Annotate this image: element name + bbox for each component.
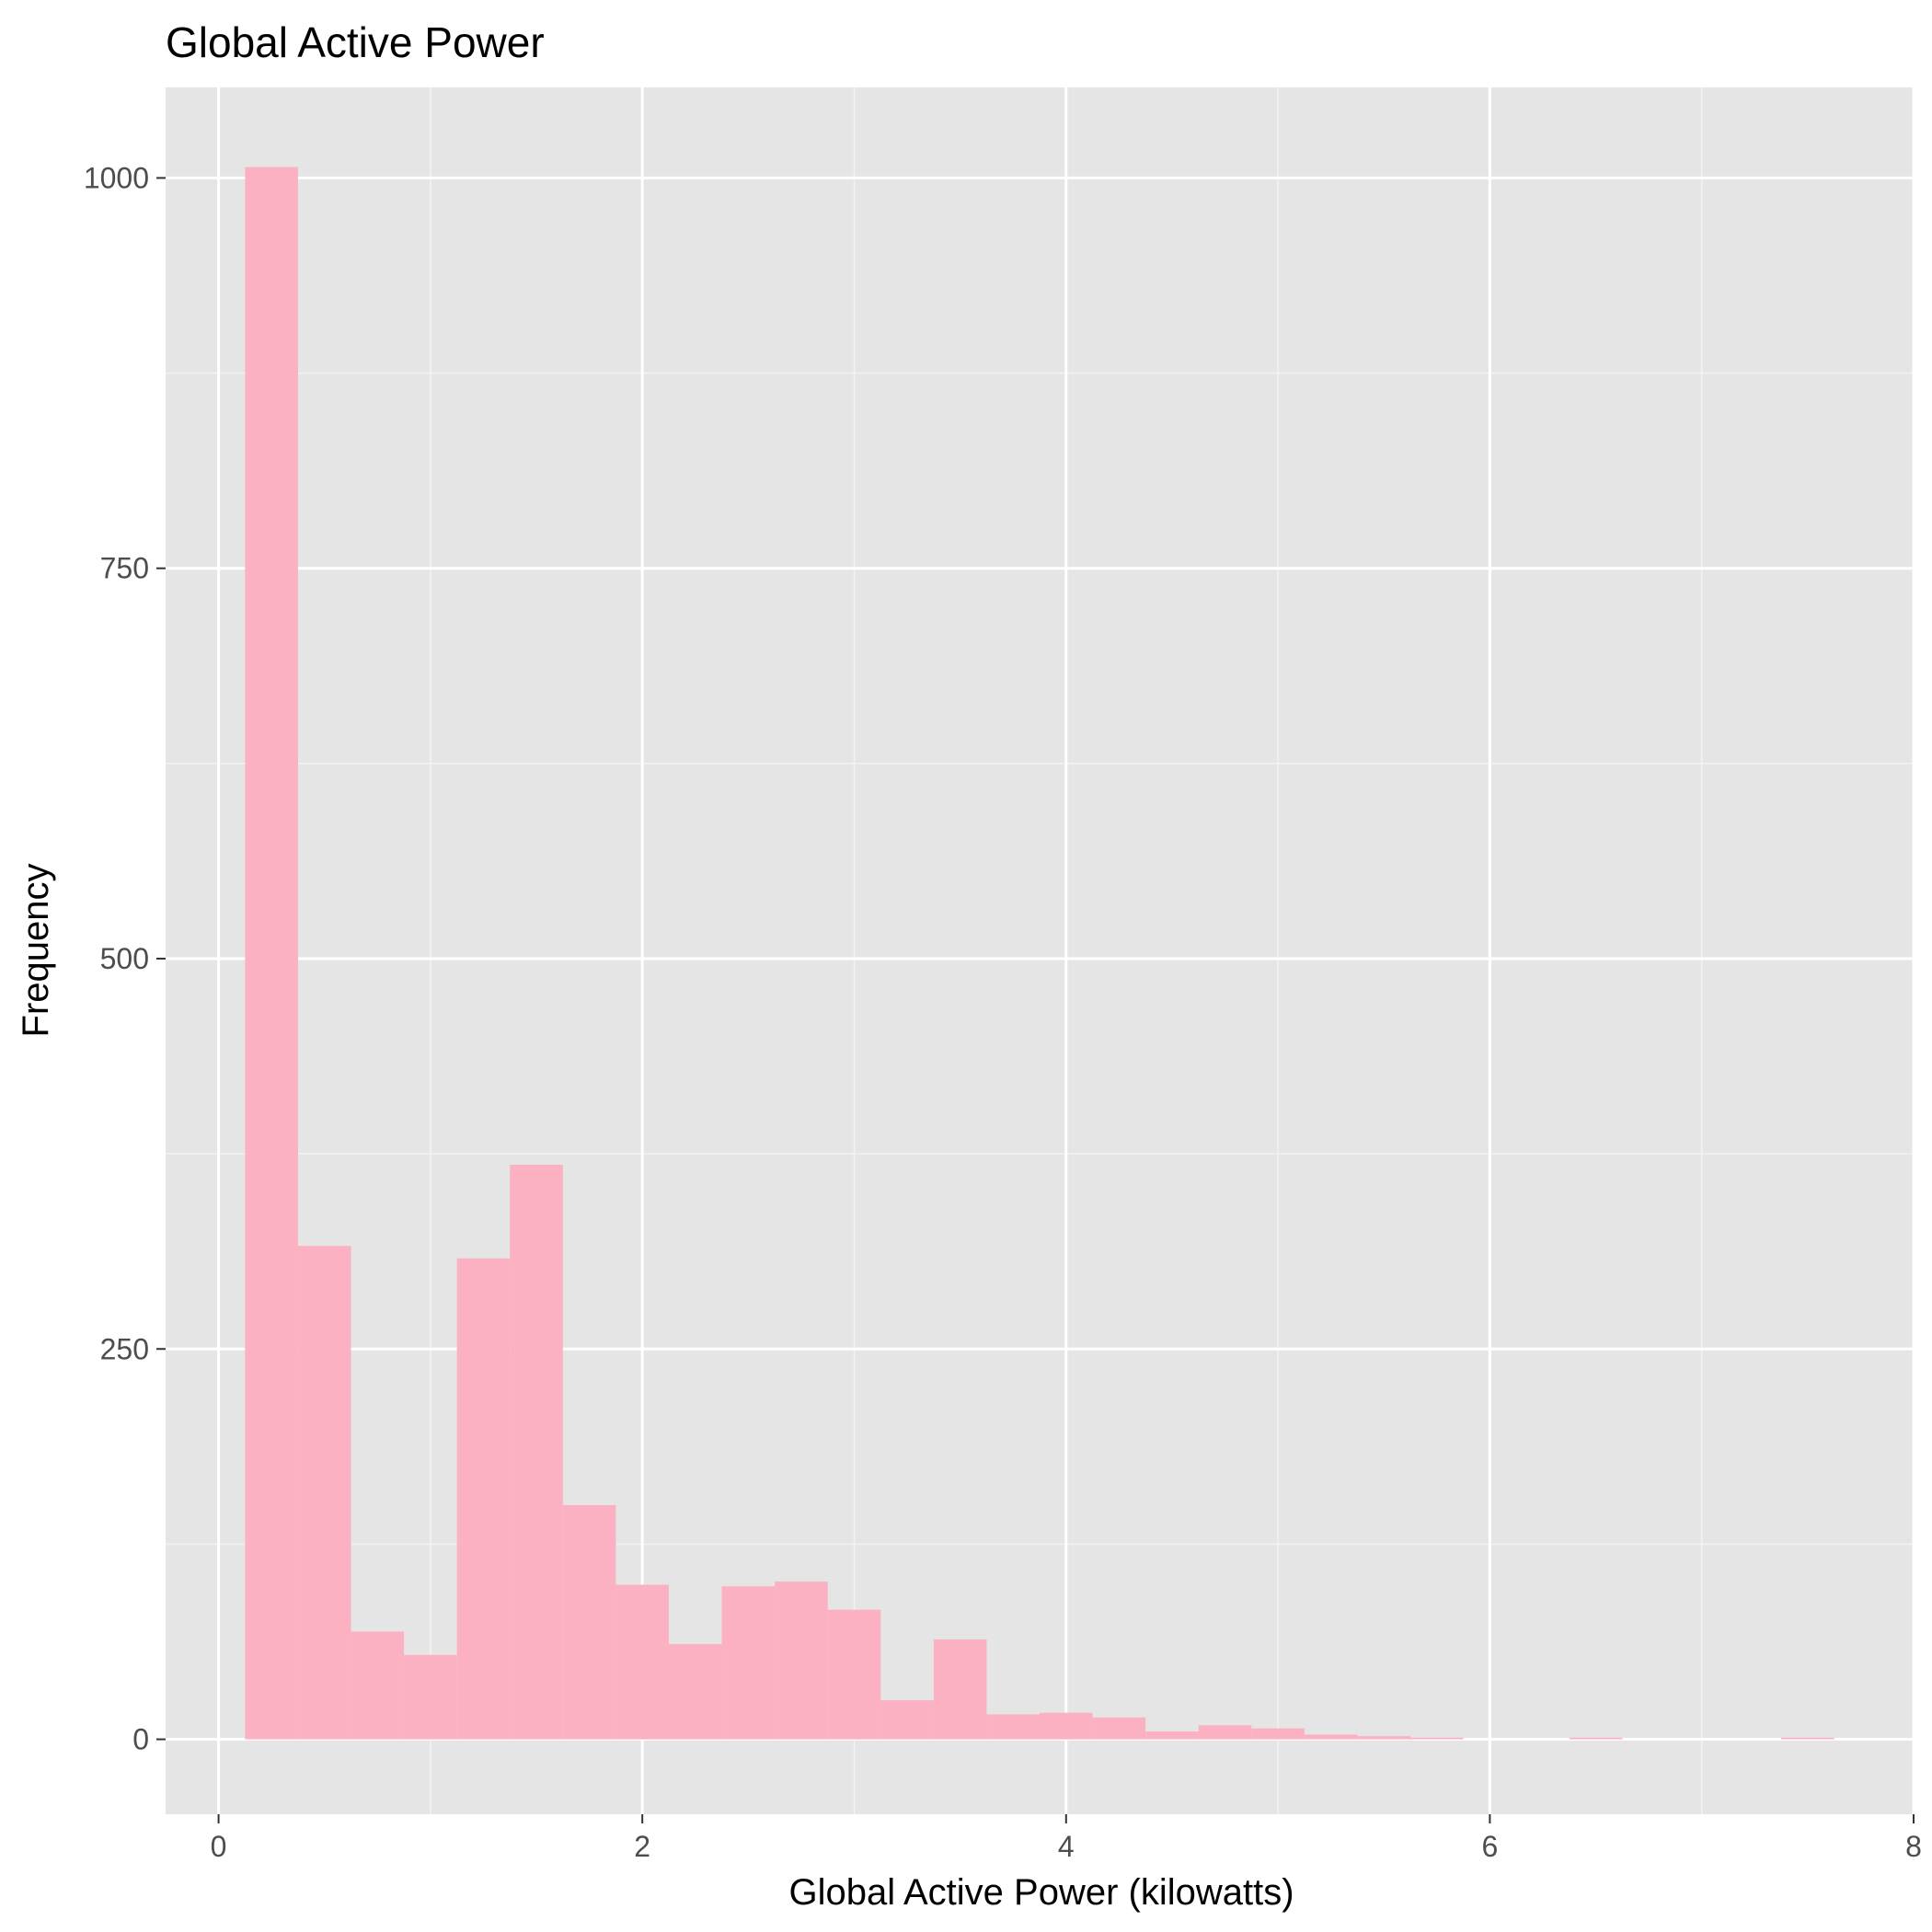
y-tick-label: 500 — [100, 942, 149, 975]
histogram-bar — [1569, 1737, 1623, 1740]
histogram-bar — [1145, 1731, 1199, 1740]
histogram-bar — [1040, 1712, 1093, 1740]
histogram-bar — [827, 1609, 881, 1740]
y-axis-title: Frequency — [16, 864, 56, 1038]
x-tick-label: 6 — [1481, 1830, 1498, 1863]
histogram-bar — [1251, 1728, 1305, 1740]
plot-panel — [166, 87, 1914, 1814]
histogram-bars — [245, 167, 1834, 1740]
y-tick-label: 0 — [132, 1723, 149, 1756]
x-tick-label: 0 — [211, 1830, 227, 1863]
x-tick-label: 8 — [1905, 1830, 1922, 1863]
histogram-bar — [1410, 1737, 1464, 1740]
histogram-bar — [297, 1246, 351, 1740]
y-tick-label: 1000 — [84, 161, 149, 194]
x-axis: 0 2 4 6 8 — [211, 1814, 1922, 1863]
y-axis: 0 250 500 750 1000 — [84, 161, 166, 1756]
x-axis-title: Global Active Power (kilowatts) — [788, 1872, 1294, 1913]
chart-title: Global Active Power — [166, 18, 545, 66]
histogram-bar — [721, 1586, 776, 1740]
y-tick-label: 250 — [100, 1332, 149, 1365]
x-tick-label: 2 — [634, 1830, 650, 1863]
histogram-bar — [510, 1165, 563, 1740]
histogram-bar — [986, 1714, 1040, 1740]
histogram-bar — [933, 1639, 987, 1740]
histogram-bar — [1304, 1734, 1358, 1740]
histogram-bar — [404, 1654, 457, 1740]
histogram-bar — [1781, 1737, 1834, 1740]
histogram-bar — [456, 1258, 511, 1740]
histogram-bar — [351, 1631, 405, 1740]
x-tick-label: 4 — [1058, 1830, 1075, 1863]
histogram-bar — [1198, 1725, 1252, 1740]
histogram-bar — [562, 1504, 616, 1740]
histogram-bar — [668, 1644, 722, 1740]
histogram-bar — [1357, 1736, 1411, 1740]
histogram-bar — [615, 1584, 669, 1740]
histogram-bar — [775, 1581, 828, 1740]
histogram-bar — [245, 167, 298, 1740]
histogram-bar — [880, 1700, 934, 1740]
y-tick-label: 750 — [100, 552, 149, 585]
histogram-bar — [1092, 1717, 1146, 1740]
